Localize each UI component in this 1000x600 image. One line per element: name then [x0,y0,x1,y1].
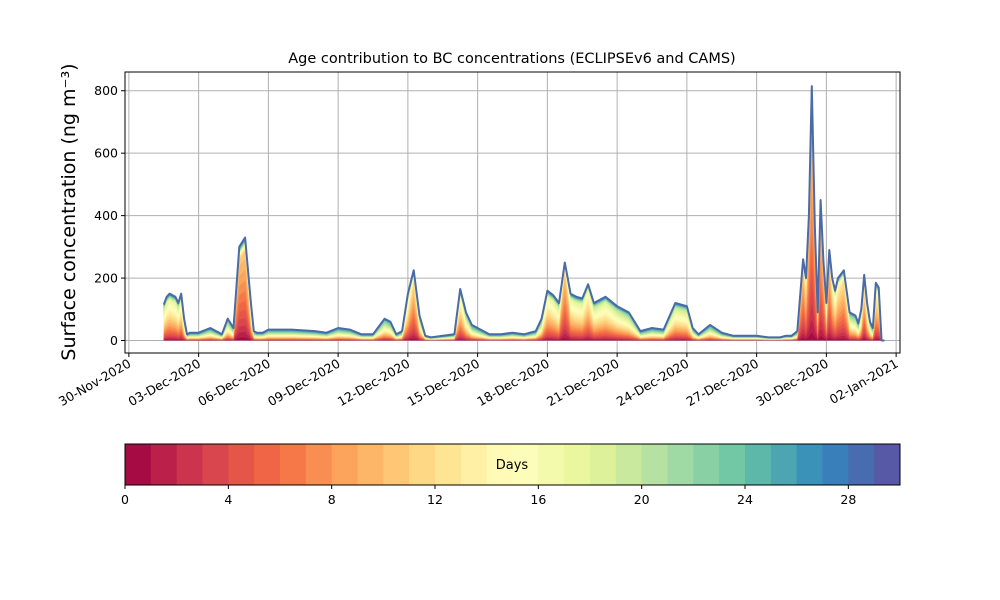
age-band-area [163,96,885,341]
colorbar-tick-label: 20 [634,492,650,507]
x-tick-label: 30-Nov-2020 [56,356,134,409]
colorbar-bin [202,444,229,485]
plot-frame [124,71,901,354]
colorbar-frame [124,443,901,486]
colorbar-bin [796,444,823,485]
age-band-area [163,138,885,341]
x-tick-label: 30-Dec-2020 [753,356,831,409]
colorbar-bin [486,444,513,485]
colorbar-tick-label: 24 [737,492,753,507]
age-band-area [163,166,885,341]
age-band-area [163,93,885,341]
colorbar-bin [512,444,539,485]
age-band-area [163,101,885,341]
age-band-area [163,106,885,341]
age-band-area [163,99,885,341]
colorbar-bin [228,444,255,485]
age-colorbar: Days 0 4 8 12 16 20 24 28 [121,443,901,507]
colorbar-ticks: 0 4 8 12 16 20 24 28 [121,485,856,507]
colorbar-bin [331,444,358,485]
colorbar-bin [770,444,798,485]
colorbar-bin [693,444,720,485]
colorbar-bin [745,444,772,485]
x-tick-label: 15-Dec-2020 [405,356,483,409]
x-tick-label: 18-Dec-2020 [474,356,552,409]
y-tick-label: 0 [110,333,118,348]
colorbar-label: Days [496,458,529,473]
y-tick-label: 400 [94,208,118,223]
colorbar-bin [615,444,643,485]
age-band-area [163,95,885,341]
x-tick-label: 09-Dec-2020 [265,356,343,409]
age-band-area [163,87,885,341]
x-tick-label: 21-Dec-2020 [544,356,622,409]
age-band-area [163,89,885,341]
x-tick-label: 27-Dec-2020 [684,356,762,409]
y-tick-label: 600 [94,146,118,161]
age-band-area [163,104,885,341]
colorbar-bin [822,444,849,485]
age-band-area [163,108,885,341]
colorbar-tick-label: 16 [530,492,546,507]
colorbar-bin [409,444,436,485]
colorbar-bin [460,444,488,485]
x-tick-label: 03-Dec-2020 [126,356,204,409]
x-tick-label: 24-Dec-2020 [614,356,692,409]
colorbar-bin [150,444,178,485]
colorbar-bin [538,444,565,485]
colorbar-bin [357,444,384,485]
colorbar-tick-label: 8 [328,492,336,507]
age-band-area [163,192,885,341]
colorbar-tick-label: 4 [224,492,232,507]
colorbar-bin [590,444,617,485]
y-axis-ticks: 0 200 400 600 800 [94,83,125,348]
colorbar-bin [125,444,152,485]
y-tick-label: 200 [94,271,118,286]
colorbar-bin [874,444,901,485]
age-band-area [163,102,885,341]
plot-area: 30-Nov-202003-Dec-202006-Dec-202009-Dec-… [56,71,901,409]
x-axis-ticks: 30-Nov-202003-Dec-202006-Dec-202009-Dec-… [56,353,901,409]
colorbar-bin [435,444,462,485]
age-band-area [163,97,885,341]
colorbar-bin [383,444,410,485]
colorbar-bin [305,444,333,485]
colorbar-bin [280,444,307,485]
age-band-area [163,86,885,341]
total-concentration-line [162,85,885,342]
colorbar-bin [564,444,591,485]
age-band-area [163,92,885,341]
age-band-area [163,332,885,341]
y-tick-label: 800 [94,83,118,98]
colorbar-bin [848,444,875,485]
colorbar-bin [641,444,668,485]
age-band-area [163,113,885,341]
colorbar-bin [254,444,281,485]
x-tick-label: 12-Dec-2020 [335,356,413,409]
age-band-area [163,88,885,341]
chart-title: Age contribution to BC concentrations (E… [288,51,735,67]
x-tick-label: 06-Dec-2020 [195,356,273,409]
age-stacked-areas [163,86,885,341]
x-tick-label: 02-Jan-2021 [827,356,901,407]
colorbar-bin [176,444,203,485]
colorbar-bin [667,444,694,485]
age-band-area [163,217,885,341]
colorbar-bin [719,444,746,485]
y-axis-label: Surface concentration (ng m⁻³) [58,63,80,360]
age-band-area [163,241,885,341]
colorbar-tick-label: 12 [427,492,443,507]
colorbar-tick-label: 0 [121,492,129,507]
age-band-area [163,116,885,341]
colorbar-bins [125,444,901,485]
colorbar-tick-label: 28 [840,492,856,507]
age-band-area [163,110,885,341]
